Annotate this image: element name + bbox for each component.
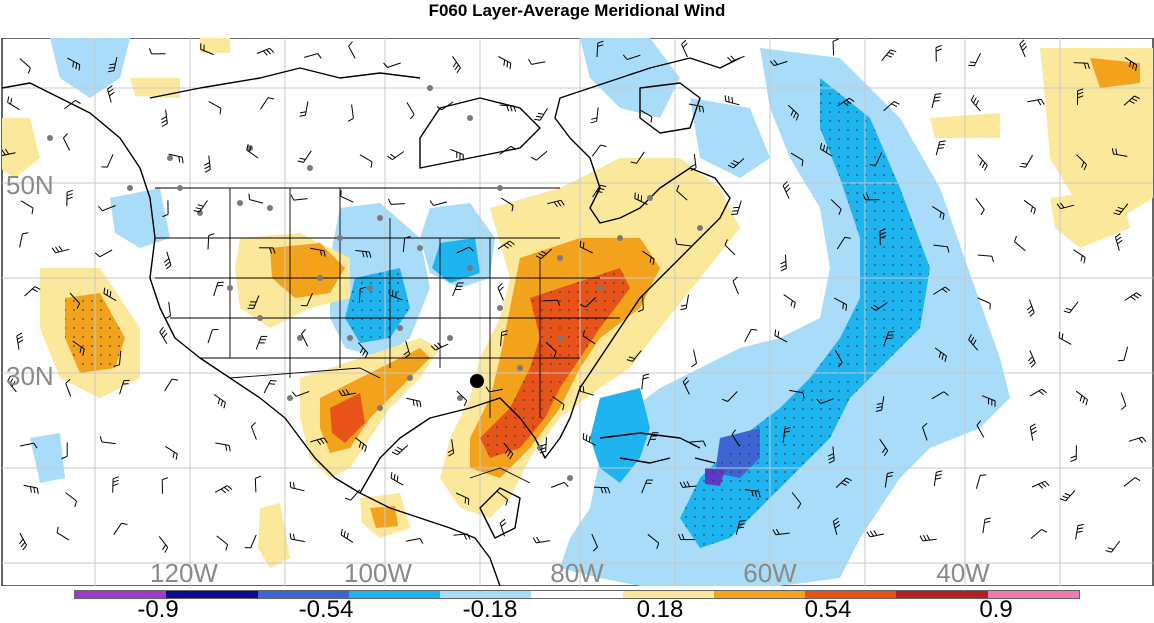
colorbar-segment [531,591,622,598]
wind-map: 120W 100W 80W 60W 40W 50N 30N [0,38,1154,586]
wind-barb-feather [843,303,844,309]
wind-barb [1074,63,1088,64]
wind-barb-feather [732,97,733,103]
wind-barb-feather [968,65,974,66]
wind-barb-feather [738,527,744,528]
wind-barb-feather [729,96,730,102]
wind-barb-feather [580,385,581,391]
wind-barb-feather [934,101,940,102]
colorbar-label-neg-0.9: -0.9 [137,597,178,623]
lat-label-50n: 50N [6,170,54,200]
colorbar-segment [166,591,257,598]
wind-barb-feather [938,148,944,149]
wind-barb-feather [635,193,636,199]
wind-barb [833,41,834,55]
wind-barb-feather [249,194,250,200]
wind-barb-feather [590,436,591,442]
lon-label-60w: 60W [743,558,797,586]
wind-barb-feather [586,435,587,441]
wind-barb-feather [290,482,291,488]
wind-barb-feather [740,521,746,522]
colorbar-segment [349,591,440,598]
lon-label-80w: 80W [550,558,604,586]
colorbar-segment [714,591,805,598]
colorbar-label-0.9: 0.9 [979,597,1012,623]
wind-barb-feather [583,433,584,439]
wind-barb [255,478,256,492]
wind-barb-feather [1118,360,1124,361]
lon-label-40w: 40W [936,558,990,586]
wind-barb-feather [638,194,639,200]
wind-barb-feather [940,141,946,142]
wind-barb-feather [970,62,976,63]
lon-label-120w: 120W [150,558,218,586]
lat-label-30n: 30N [6,361,54,391]
wind-barb-feather [341,190,342,196]
colorbar-label-0.18: 0.18 [637,597,684,623]
wind-barb-feather [751,329,757,330]
wind-barb-feather [739,524,745,525]
lon-label-100w: 100W [344,558,412,586]
colorbar-label-neg-0.54: -0.54 [299,597,354,623]
wind-barb-feather [580,241,581,247]
chart-title: F060 Layer-Average Meridional Wind [0,0,1154,22]
wind-barb-feather [980,475,986,476]
wind-barb-feather [269,384,275,385]
wind-barb-feather [271,381,277,382]
wind-barb-feather [725,95,726,101]
wind-barb-feather [870,165,876,166]
colorbar-segment [896,591,987,598]
wind-barb [643,296,644,310]
colorbar-label-0.54: 0.54 [805,597,852,623]
map-panel: 120W 100W 80W 60W 40W 50N 30N [0,38,1154,586]
location-marker [470,374,484,388]
wind-barb-feather [939,144,945,145]
wind-barb-feather [583,242,584,248]
colorbar [74,590,1080,599]
wind-barb [208,236,209,250]
colorbar-label-neg-0.18: -0.18 [463,597,518,623]
wind-barb-feather [583,386,584,392]
